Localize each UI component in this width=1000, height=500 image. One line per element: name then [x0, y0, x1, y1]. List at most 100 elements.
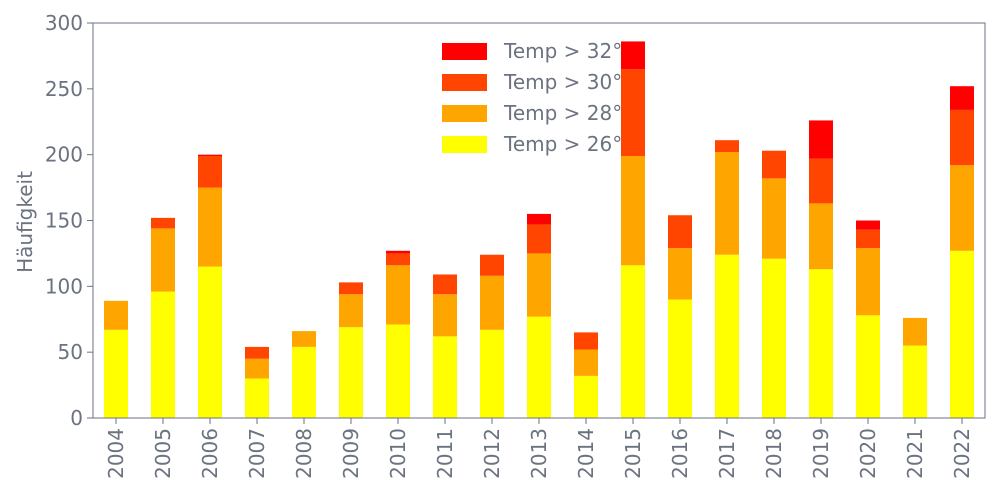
- x-tick-label: 2004: [104, 428, 128, 479]
- x-tick-label: 2022: [950, 428, 974, 479]
- y-tick-label: 150: [45, 209, 83, 233]
- bar-segment-2010-series-1: [386, 324, 410, 418]
- legend-label: Temp > 26°: [503, 132, 622, 156]
- bar-segment-2013-series-2: [527, 253, 551, 317]
- x-tick-label: 2008: [292, 428, 316, 479]
- bar-segment-2012-series-3: [480, 254, 504, 276]
- bar-segment-2007-series-1: [245, 378, 269, 418]
- bar-segment-2014-series-3: [574, 332, 598, 350]
- x-tick-label: 2010: [386, 428, 410, 479]
- bar-segment-2020-series-3: [856, 229, 880, 249]
- bar-segment-2016-series-3: [668, 215, 692, 249]
- x-tick-label: 2009: [339, 428, 363, 479]
- bar-segment-2018-series-3: [762, 150, 786, 179]
- bar-segment-2011-series-2: [433, 294, 457, 337]
- bar-segment-2016-series-2: [668, 248, 692, 300]
- y-tick-label: 250: [45, 77, 83, 101]
- bar-segment-2017-series-2: [715, 152, 739, 255]
- bar-segment-2012-series-2: [480, 275, 504, 330]
- x-tick-label: 2007: [245, 428, 269, 479]
- bar-segment-2016-series-1: [668, 299, 692, 418]
- axes-layer: 0 50 100 150 200 250 300 2004 2005 2006 2007 2008 20…: [45, 11, 986, 479]
- bar-segment-2022-series-4: [950, 86, 974, 110]
- bar-segment-2007-series-3: [245, 346, 269, 359]
- bar-segment-2014-series-2: [574, 349, 598, 376]
- bar-segment-2013-series-1: [527, 316, 551, 418]
- y-axis-title: Häufigkeit: [13, 171, 37, 273]
- bar-segment-2008-series-2: [292, 331, 316, 347]
- bar-segment-2005-series-2: [151, 228, 175, 292]
- bar-segment-2019-series-1: [809, 269, 833, 418]
- x-tick-label: 2018: [762, 428, 786, 479]
- bar-segment-2010-series-2: [386, 265, 410, 325]
- y-tick-label: 200: [45, 143, 83, 167]
- bar-segment-2008-series-1: [292, 346, 316, 418]
- bar-segment-2021-series-2: [903, 317, 927, 346]
- bar-segment-2006-series-1: [198, 266, 222, 418]
- legend-swatch: [442, 74, 487, 91]
- bar-segment-2009-series-3: [339, 282, 363, 295]
- x-tick-label: 2019: [809, 428, 833, 479]
- bar-segment-2022-series-2: [950, 165, 974, 251]
- bar-segment-2011-series-1: [433, 336, 457, 418]
- bar-segment-2010-series-4: [386, 250, 410, 254]
- bar-segment-2019-series-3: [809, 158, 833, 204]
- bar-segment-2004-series-1: [104, 329, 128, 418]
- bar-segment-2017-series-3: [715, 140, 739, 153]
- x-tick-label: 2020: [856, 428, 880, 479]
- legend-label: Temp > 28°: [503, 101, 622, 125]
- bar-segment-2009-series-2: [339, 294, 363, 328]
- legend: Temp > 32° Temp > 30° Temp > 28° Temp > 26°: [442, 39, 622, 156]
- bars-layer: [104, 41, 974, 418]
- legend-swatch: [442, 43, 487, 60]
- bar-segment-2005-series-3: [151, 217, 175, 229]
- bar-segment-2019-series-2: [809, 203, 833, 270]
- bar-segment-2006-series-2: [198, 187, 222, 267]
- bar-segment-2013-series-4: [527, 213, 551, 225]
- x-tick-label: 2011: [433, 428, 457, 479]
- bar-segment-2020-series-1: [856, 315, 880, 418]
- x-tick-label: 2021: [903, 428, 927, 479]
- legend-label: Temp > 30°: [503, 70, 622, 94]
- bar-segment-2013-series-3: [527, 224, 551, 254]
- bar-segment-2006-series-3: [198, 155, 222, 188]
- x-tick-label: 2017: [715, 428, 739, 479]
- x-tick-label: 2016: [668, 428, 692, 479]
- bar-segment-2004-series-2: [104, 300, 128, 330]
- legend-swatch: [442, 105, 487, 122]
- bar-segment-2017-series-1: [715, 254, 739, 418]
- y-tick-label: 100: [45, 274, 83, 298]
- bar-segment-2005-series-1: [151, 291, 175, 418]
- x-tick-label: 2015: [621, 428, 645, 479]
- bar-segment-2015-series-4: [621, 41, 645, 70]
- bar-segment-2010-series-3: [386, 253, 410, 266]
- bar-segment-2011-series-3: [433, 274, 457, 295]
- bar-segment-2015-series-1: [621, 265, 645, 418]
- legend-swatch: [442, 136, 487, 153]
- legend-label: Temp > 32°: [503, 39, 622, 63]
- bar-segment-2020-series-2: [856, 248, 880, 316]
- bar-segment-2018-series-1: [762, 258, 786, 418]
- x-tick-label: 2012: [480, 428, 504, 479]
- y-tick-label: 50: [58, 340, 83, 364]
- y-tick-label: 0: [70, 406, 83, 430]
- bar-segment-2006-series-4: [198, 154, 222, 156]
- bar-segment-2009-series-1: [339, 327, 363, 418]
- bar-segment-2021-series-1: [903, 345, 927, 418]
- bar-segment-2015-series-3: [621, 69, 645, 156]
- bar-segment-2018-series-2: [762, 178, 786, 259]
- x-tick-label: 2013: [527, 428, 551, 479]
- x-tick-label: 2005: [151, 428, 175, 479]
- bar-segment-2012-series-1: [480, 329, 504, 418]
- bar-segment-2022-series-1: [950, 250, 974, 418]
- bar-segment-2022-series-3: [950, 109, 974, 166]
- y-tick-label: 300: [45, 11, 83, 35]
- x-tick-label: 2014: [574, 428, 598, 479]
- x-tick-label: 2006: [198, 428, 222, 479]
- bar-segment-2007-series-2: [245, 358, 269, 379]
- bar-segment-2015-series-2: [621, 155, 645, 266]
- bar-segment-2019-series-4: [809, 120, 833, 159]
- bar-segment-2014-series-1: [574, 375, 598, 418]
- bar-segment-2020-series-4: [856, 220, 880, 230]
